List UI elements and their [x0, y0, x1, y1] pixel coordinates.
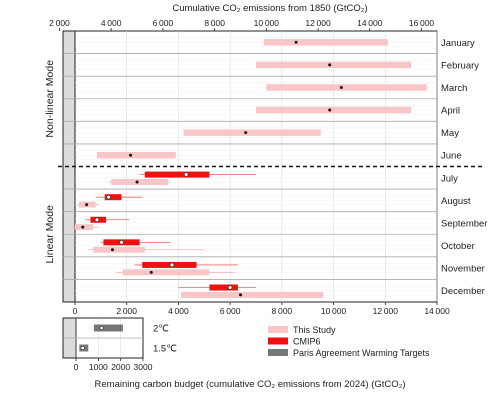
month-label: February [441, 60, 479, 71]
bottom-axis-tick-label: 14 000 [424, 306, 450, 316]
top-axis-title: Cumulative CO₂ emissions from 1850 (GtCO… [172, 3, 367, 14]
paris-target-label: 1.5℃ [153, 344, 177, 355]
cmip6-median [106, 194, 111, 200]
cmip6-median [169, 262, 175, 268]
top-axis-tick-label: 10 000 [254, 18, 280, 28]
cmip6-median [183, 172, 189, 177]
this-study-median [85, 203, 89, 207]
mode-label-nonlinear: Non-linear Mode [44, 60, 56, 138]
bottom-axis-tick-label: 8 000 [272, 306, 293, 316]
paris-target-label: 2℃ [153, 324, 169, 335]
top-axis-tick-label: 14 000 [357, 18, 383, 28]
cmip6-median [227, 285, 233, 290]
cmip6-box [209, 284, 238, 291]
this-study-median [110, 248, 114, 252]
month-label: December [441, 286, 485, 297]
legend-swatch [268, 349, 288, 356]
mode-label-linear: Linear Mode [44, 205, 56, 264]
this-study-box [93, 246, 145, 253]
cmip6-box [104, 194, 122, 201]
this-study-median [238, 293, 242, 297]
paris-box [93, 324, 123, 332]
bottom-axis-tick-label: 2 000 [116, 306, 137, 316]
month-label: July [441, 173, 458, 184]
this-study-median [328, 108, 332, 112]
top-axis-tick-label: 8 000 [204, 18, 225, 28]
legend-swatch [268, 326, 288, 333]
this-study-box [96, 151, 176, 159]
inset-axis-tick-label: 0 [74, 362, 79, 372]
month-label: March [441, 83, 467, 94]
bottom-axis-tick-label: 10 000 [321, 306, 347, 316]
month-label: October [441, 241, 475, 252]
past-emissions-band [63, 31, 75, 302]
month-label: May [441, 128, 459, 139]
this-study-box [263, 39, 388, 46]
month-label: January [441, 38, 475, 49]
this-study-median [81, 225, 85, 229]
legend-label: CMIP6 [293, 337, 321, 347]
this-study-median [339, 85, 343, 89]
this-study-box [122, 269, 210, 276]
top-axis-tick-label: 12 000 [305, 18, 331, 28]
top-axis-tick-label: 16 000 [409, 18, 435, 28]
this-study-box [256, 106, 412, 114]
this-study-box [266, 84, 427, 91]
month-label: April [441, 106, 460, 117]
inset-axis-tick-label: 2000 [111, 362, 130, 372]
this-study-median [244, 131, 248, 135]
this-study-box [111, 178, 169, 185]
this-study-median [149, 270, 153, 274]
month-label: June [441, 151, 462, 162]
cmip6-box [144, 171, 210, 178]
this-study-median [129, 153, 133, 157]
this-study-box [183, 129, 321, 136]
bottom-axis-title: Remaining carbon budget (cumulative CO₂ … [95, 379, 406, 390]
legend-swatch [268, 337, 288, 345]
inset-axis-tick-label: 1000 [89, 362, 108, 372]
paris-median [80, 345, 85, 350]
this-study-median [135, 180, 139, 184]
month-label: November [441, 264, 485, 275]
cmip6-median [119, 240, 124, 245]
month-label: August [441, 196, 471, 207]
cmip6-median [94, 217, 100, 223]
top-axis-tick-label: 2 000 [49, 18, 70, 28]
this-study-box [256, 61, 412, 69]
bottom-axis-tick-label: 4 000 [168, 306, 189, 316]
top-axis-tick-label: 4 000 [101, 18, 122, 28]
this-study-median [294, 40, 298, 44]
cmip6-box [142, 261, 197, 268]
month-label: September [441, 218, 487, 229]
this-study-median [328, 63, 332, 67]
this-study-box [181, 291, 324, 298]
legend-label: Paris Agreement Warming Targets [293, 348, 430, 358]
paris-median [99, 325, 104, 330]
legend-label: This Study [293, 325, 336, 335]
inset-axis-tick-label: 3000 [134, 362, 153, 372]
bottom-axis-tick-label: 0 [73, 306, 78, 316]
top-axis-tick-label: 6 000 [153, 18, 174, 28]
bottom-axis-tick-label: 12 000 [373, 306, 399, 316]
bottom-axis-tick-label: 6 000 [220, 306, 241, 316]
